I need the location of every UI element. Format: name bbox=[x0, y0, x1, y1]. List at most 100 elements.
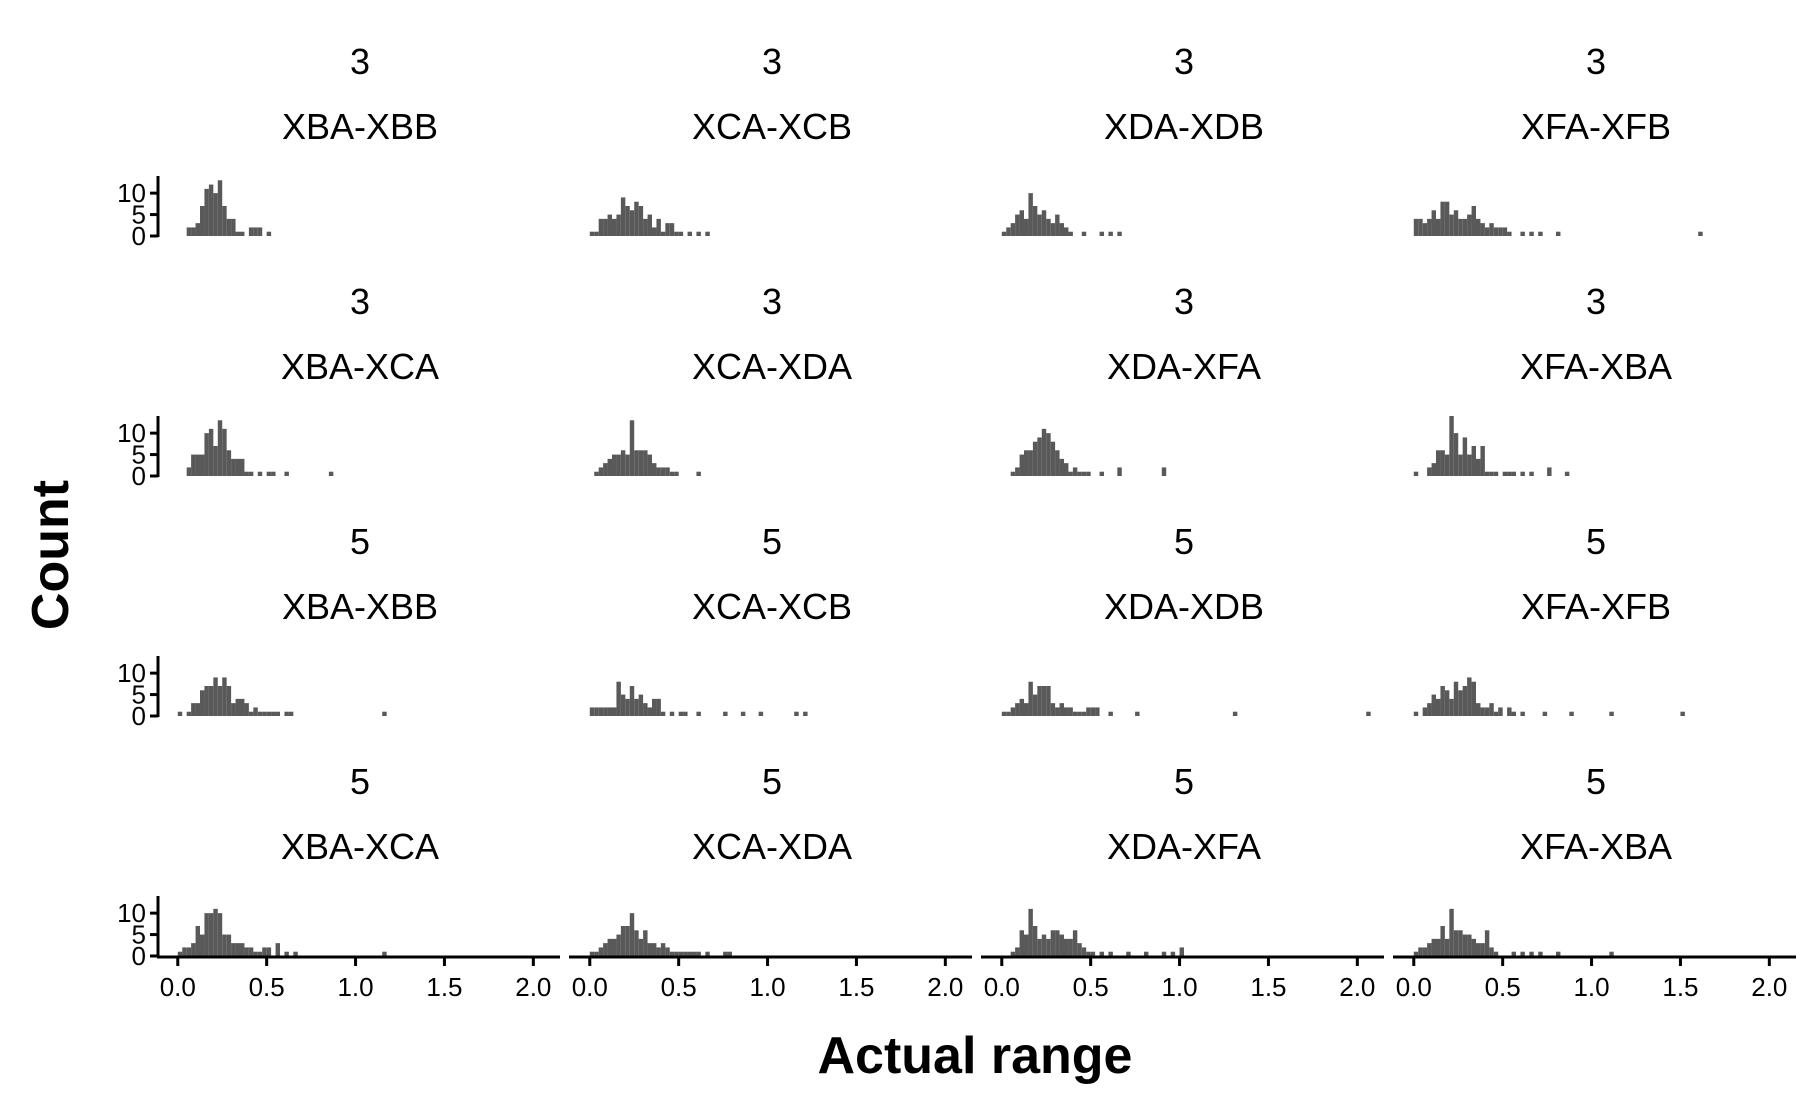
histogram-bar bbox=[1440, 450, 1445, 476]
histogram-bar bbox=[1086, 707, 1091, 716]
histogram-bar bbox=[1476, 458, 1481, 476]
facet-strip-top-label: 3 bbox=[1586, 281, 1606, 322]
histogram-bar bbox=[1453, 433, 1459, 476]
histogram-bar bbox=[1520, 231, 1525, 236]
histogram-bar bbox=[1232, 711, 1238, 716]
histogram-bar bbox=[1480, 223, 1485, 236]
histogram-bar bbox=[1161, 467, 1167, 476]
histogram-bar bbox=[1480, 446, 1485, 476]
histogram-bar bbox=[1427, 467, 1432, 476]
histogram-bar bbox=[1422, 707, 1428, 716]
histogram-bar bbox=[1081, 471, 1087, 476]
histogram-bar bbox=[1028, 450, 1033, 476]
histogram-bar bbox=[1055, 930, 1060, 956]
histogram-bar bbox=[240, 231, 245, 236]
facet-strip-top-label: 3 bbox=[1174, 41, 1194, 82]
histogram-bar bbox=[1046, 433, 1051, 476]
x-axis-title: Actual range bbox=[818, 1027, 1133, 1085]
histogram-bar bbox=[1050, 223, 1056, 236]
histogram-bar bbox=[625, 926, 630, 956]
histogram-bar bbox=[1010, 951, 1016, 956]
histogram-bar bbox=[231, 703, 236, 716]
histogram-bar bbox=[191, 943, 196, 956]
histogram-bar bbox=[1028, 681, 1033, 716]
histogram-bar bbox=[1507, 707, 1512, 716]
x-tick-label: 1.0 bbox=[1161, 972, 1197, 1002]
facet-panel: 5 XDA-XFA 0.0 0.5 1.0 1.5 2.0 bbox=[981, 761, 1384, 1002]
histogram-bar bbox=[1413, 711, 1419, 716]
histogram-bar bbox=[1462, 437, 1468, 476]
histogram-bar bbox=[616, 681, 621, 716]
histogram-bar bbox=[1471, 206, 1476, 236]
histogram-bar bbox=[1108, 711, 1113, 716]
histogram-bar bbox=[616, 214, 621, 236]
histogram-bar bbox=[1480, 943, 1485, 956]
histogram-bar bbox=[1001, 711, 1007, 716]
histogram-bar bbox=[794, 711, 799, 716]
histogram-bar bbox=[594, 471, 599, 476]
histogram-bar bbox=[1037, 686, 1042, 716]
histogram-bar bbox=[1059, 223, 1064, 236]
histogram-bar bbox=[696, 951, 701, 956]
histogram-bar bbox=[1050, 930, 1056, 956]
histogram-bar bbox=[284, 471, 289, 476]
histogram-bar bbox=[1498, 707, 1503, 716]
facet-panel: 3 XFA-XFB bbox=[1413, 41, 1703, 236]
histogram-bar bbox=[629, 913, 635, 956]
histogram-bar bbox=[217, 686, 223, 716]
histogram-bar bbox=[1489, 703, 1494, 716]
facet-strip-top-label: 5 bbox=[1586, 521, 1606, 562]
histogram-bar bbox=[1493, 711, 1499, 716]
histogram-bar bbox=[1046, 686, 1051, 716]
histogram-bar bbox=[1086, 951, 1091, 956]
histogram-bar bbox=[1547, 467, 1552, 476]
histogram-bar bbox=[603, 943, 608, 956]
histogram-bar bbox=[217, 420, 223, 476]
histogram-bar bbox=[594, 707, 599, 716]
histogram-bar bbox=[629, 420, 635, 476]
histogram-bar bbox=[1507, 231, 1512, 236]
histogram-bar bbox=[647, 943, 652, 956]
histogram-bar bbox=[1449, 698, 1454, 716]
histogram-bar bbox=[1413, 218, 1419, 236]
facet-strip-bottom-label: XFA-XFB bbox=[1521, 586, 1671, 627]
histogram-bar bbox=[678, 231, 684, 236]
histogram-bar bbox=[647, 707, 652, 716]
histogram-bar bbox=[275, 711, 280, 716]
histogram-bar bbox=[1556, 951, 1561, 956]
histogram-bar bbox=[1449, 214, 1454, 236]
histogram-bar bbox=[191, 227, 196, 236]
x-tick-label: 0.0 bbox=[1396, 972, 1432, 1002]
x-tick-label: 1.5 bbox=[838, 972, 874, 1002]
facet-strip-top-label: 3 bbox=[1586, 41, 1606, 82]
histogram-bar bbox=[226, 686, 232, 716]
histogram-bar bbox=[660, 467, 666, 476]
x-tick-label: 1.5 bbox=[426, 972, 462, 1002]
x-tick-label: 0.5 bbox=[661, 972, 697, 1002]
histogram-bar bbox=[1436, 938, 1441, 956]
histogram-bar bbox=[1019, 454, 1024, 476]
histogram-bar bbox=[248, 947, 254, 956]
facet-panel: 3 XDA-XDB bbox=[1001, 41, 1264, 236]
histogram-bar bbox=[1467, 934, 1472, 956]
histogram-bar bbox=[665, 467, 670, 476]
histogram-bar bbox=[1041, 934, 1047, 956]
histogram-bar bbox=[1099, 471, 1104, 476]
histogram-bar bbox=[674, 471, 679, 476]
histogram-bar bbox=[656, 218, 661, 236]
histogram-bar bbox=[1055, 214, 1060, 236]
histogram-bar bbox=[1529, 231, 1534, 236]
histogram-bar bbox=[1489, 471, 1494, 476]
histogram-bar bbox=[222, 677, 227, 716]
histogram-bar bbox=[288, 711, 294, 716]
histogram-bar bbox=[1015, 467, 1020, 476]
histogram-bar bbox=[705, 231, 710, 236]
histogram-bar bbox=[1028, 908, 1033, 956]
histogram-bar bbox=[1507, 471, 1512, 476]
histogram-bar bbox=[705, 951, 710, 956]
histogram-bar bbox=[235, 231, 240, 236]
histogram-bar bbox=[1418, 947, 1423, 956]
histogram-bar bbox=[1161, 951, 1167, 956]
histogram-bar bbox=[284, 711, 289, 716]
histogram-bar bbox=[1041, 428, 1047, 476]
